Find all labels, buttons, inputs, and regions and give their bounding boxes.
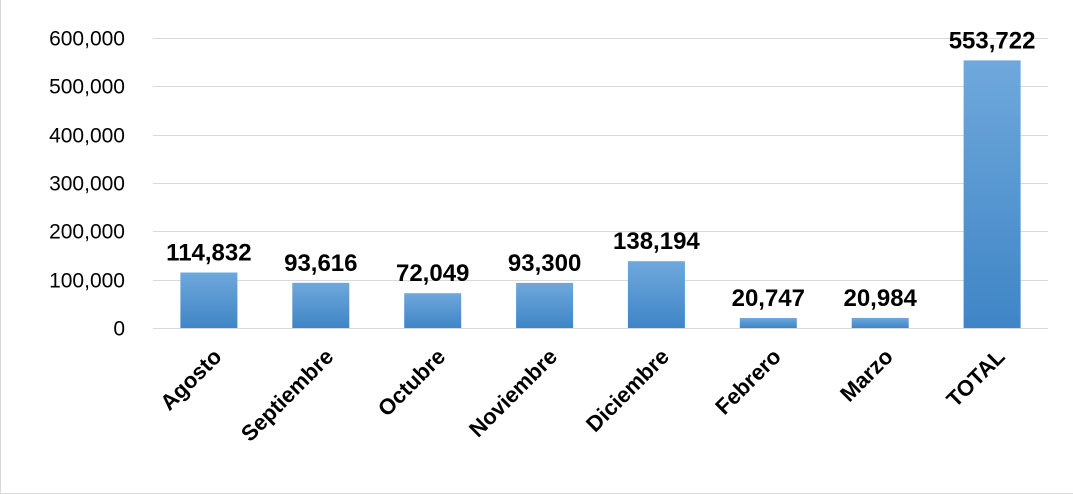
y-tick-label: 500,000 — [49, 76, 125, 99]
bars — [180, 60, 1021, 329]
bar-febrero — [739, 318, 797, 328]
category-label-agosto: Agosto — [155, 344, 226, 415]
y-tick-label: 600,000 — [49, 28, 125, 51]
category-label-marzo: Marzo — [835, 344, 898, 407]
bar-noviembre — [516, 282, 574, 328]
category-label-noviembre: Noviembre — [464, 344, 562, 442]
data-label-febrero: 20,747 — [732, 285, 805, 312]
bar-marzo — [851, 317, 909, 328]
data-label-octubre: 72,049 — [396, 260, 469, 287]
category-label-total: TOTAL — [942, 344, 1010, 412]
data-label-septiembre: 93,616 — [284, 250, 357, 277]
bar-diciembre — [627, 261, 685, 328]
category-label-febrero: Febrero — [710, 344, 786, 420]
bar-agosto — [180, 272, 238, 328]
x-axis-category-labels: Agosto Septiembre Octubre Noviembre Diciembr… — [155, 344, 1009, 446]
y-axis-tick-labels: 0 100,000 200,000 300,000 400,000 500,000 600,… — [49, 28, 125, 341]
y-tick-label: 0 — [113, 318, 125, 341]
data-label-noviembre: 93,300 — [508, 250, 581, 277]
data-label-total: 553,722 — [949, 27, 1036, 54]
category-label-octubre: Octubre — [373, 344, 450, 421]
data-label-agosto: 114,832 — [166, 240, 251, 267]
category-label-septiembre: Septiembre — [236, 344, 338, 446]
gridlines — [153, 38, 1048, 329]
data-label-diciembre: 138,194 — [613, 228, 700, 255]
y-tick-label: 200,000 — [49, 221, 125, 244]
bar-total — [963, 60, 1021, 329]
bar-octubre — [404, 293, 462, 328]
y-tick-label: 300,000 — [49, 173, 125, 196]
bar-septiembre — [292, 282, 350, 328]
data-label-marzo: 20,984 — [843, 285, 917, 312]
y-tick-label: 400,000 — [49, 125, 125, 148]
data-labels: 114,832 93,616 72,049 93,300 138,194 20,747 20… — [166, 27, 1035, 312]
y-tick-label: 100,000 — [49, 270, 125, 293]
category-label-diciembre: Diciembre — [581, 344, 674, 437]
